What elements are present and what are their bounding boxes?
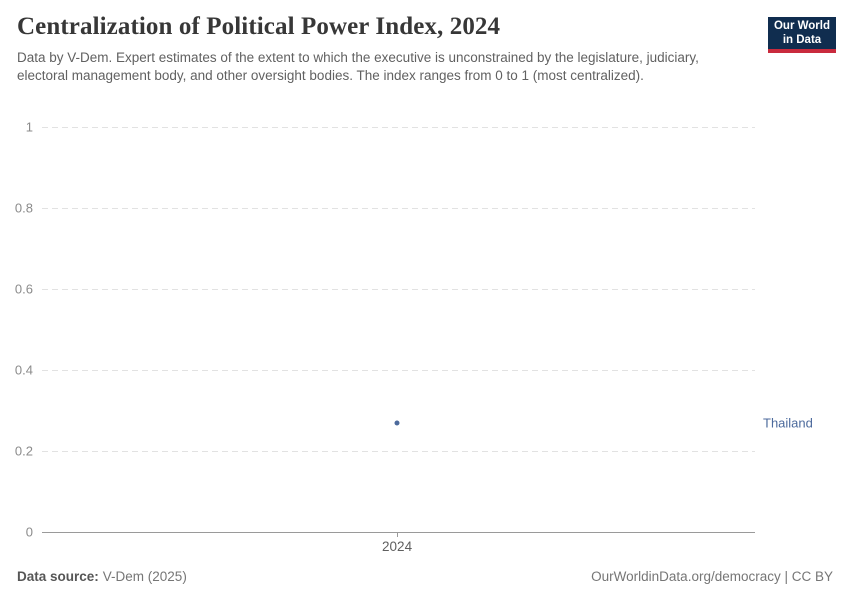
footer-source: Data source: V-Dem (2025)	[17, 569, 187, 584]
y-gridline	[42, 289, 755, 290]
owid-logo-line2: in Data	[782, 33, 822, 46]
owid-logo[interactable]: Our World in Data	[768, 17, 836, 53]
y-gridline	[42, 451, 755, 452]
y-tick-label: 0	[25, 524, 33, 540]
y-gridline	[42, 208, 755, 209]
y-tick-label: 0.2	[14, 443, 33, 459]
plot-area: 0 0.2 0.4 0.6 0.8 1 2024 Thailand	[15, 120, 813, 555]
data-point-thailand[interactable]	[394, 420, 400, 426]
footer-credit-link[interactable]: OurWorldinData.org/democracy | CC BY	[591, 569, 833, 584]
x-axis-baseline	[42, 532, 755, 533]
chart-subtitle: Data by V-Dem. Expert estimates of the e…	[17, 50, 699, 83]
y-gridline	[42, 370, 755, 371]
source-value: V-Dem (2025)	[102, 569, 187, 584]
y-tick-label: 0.8	[14, 200, 33, 216]
x-tick	[397, 532, 399, 537]
entity-label-thailand[interactable]: Thailand	[763, 415, 813, 431]
owid-logo-line1: Our World	[773, 20, 830, 32]
y-tick-label: 0.4	[14, 362, 33, 378]
chart-title: Centralization of Political Power Index,…	[17, 13, 501, 40]
source-label: Data source:	[17, 569, 99, 584]
y-tick-label: 0.6	[14, 281, 33, 297]
y-gridline	[42, 127, 755, 128]
y-tick-label: 1	[25, 119, 33, 135]
x-tick-label: 2024	[382, 539, 413, 554]
